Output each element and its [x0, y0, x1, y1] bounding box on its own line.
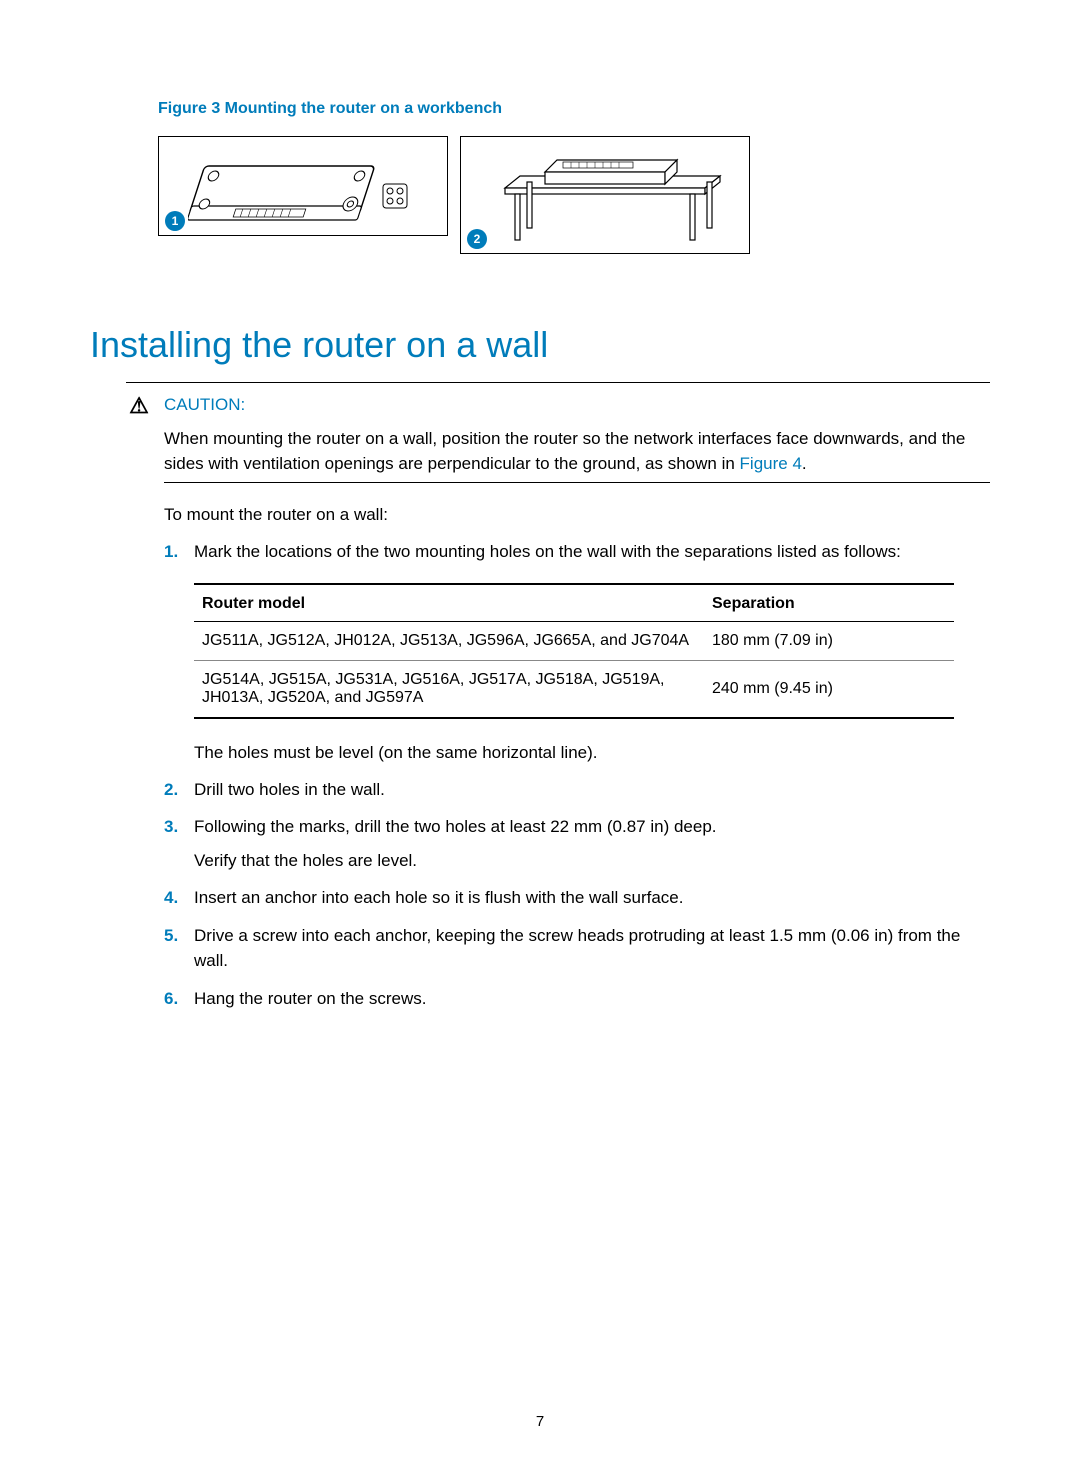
- table-header-model: Router model: [194, 584, 704, 622]
- list-item: 3. Following the marks, drill the two ho…: [164, 814, 990, 873]
- table-header-separation: Separation: [704, 584, 954, 622]
- figure-4-link[interactable]: Figure 4: [740, 454, 802, 473]
- list-item: 1. Mark the locations of the two mountin…: [164, 539, 990, 565]
- step3-line1: Following the marks, drill the two holes…: [194, 814, 990, 840]
- list-number: 2.: [164, 777, 194, 803]
- instruction-list-cont: 2. Drill two holes in the wall. 3. Follo…: [164, 777, 990, 1012]
- step6-text: Hang the router on the screws.: [194, 986, 990, 1012]
- list-number: 3.: [164, 814, 194, 873]
- list-item: 2. Drill two holes in the wall.: [164, 777, 990, 803]
- page-number: 7: [0, 1413, 1080, 1430]
- intro-text: To mount the router on a wall:: [164, 505, 990, 525]
- table-cell-separation: 240 mm (9.45 in): [704, 660, 954, 718]
- caution-block: ⚠ CAUTION:: [126, 395, 990, 417]
- list-number: 1.: [164, 539, 194, 565]
- instruction-list: 1. Mark the locations of the two mountin…: [164, 539, 990, 565]
- note-after-table: The holes must be level (on the same hor…: [194, 743, 990, 763]
- list-number: 5.: [164, 923, 194, 974]
- diagram-panel-2: 2: [460, 136, 750, 254]
- caution-label: CAUTION:: [164, 395, 245, 415]
- list-number: 6.: [164, 986, 194, 1012]
- step4-text: Insert an anchor into each hole so it is…: [194, 885, 990, 911]
- step1-text: Mark the locations of the two mounting h…: [194, 539, 990, 565]
- caution-body: When mounting the router on a wall, posi…: [164, 427, 990, 483]
- figure-diagrams: 1: [158, 136, 990, 254]
- step5-text: Drive a screw into each anchor, keeping …: [194, 923, 990, 974]
- table-cell-separation: 180 mm (7.09 in): [704, 621, 954, 660]
- router-bottom-view-icon: [188, 146, 418, 226]
- page: Figure 3 Mounting the router on a workbe…: [0, 0, 1080, 1011]
- list-item: 4. Insert an anchor into each hole so it…: [164, 885, 990, 911]
- section-heading: Installing the router on a wall: [90, 324, 990, 366]
- caution-triangle-icon: ⚠: [126, 395, 152, 417]
- figure-badge-2: 2: [467, 229, 487, 249]
- separation-table: Router model Separation JG511A, JG512A, …: [194, 583, 990, 719]
- step3-line2: Verify that the holes are level.: [194, 848, 990, 874]
- table-row: JG511A, JG512A, JH012A, JG513A, JG596A, …: [194, 621, 954, 660]
- step3-text: Following the marks, drill the two holes…: [194, 814, 990, 873]
- list-number: 4.: [164, 885, 194, 911]
- step2-text: Drill two holes in the wall.: [194, 777, 990, 803]
- table-cell-model: JG511A, JG512A, JH012A, JG513A, JG596A, …: [194, 621, 704, 660]
- figure-badge-1: 1: [165, 211, 185, 231]
- caution-text-before: When mounting the router on a wall, posi…: [164, 429, 965, 473]
- table-row: JG514A, JG515A, JG531A, JG516A, JG517A, …: [194, 660, 954, 718]
- caution-text-after: .: [802, 454, 807, 473]
- diagram-panel-1: 1: [158, 136, 448, 236]
- figure-caption: Figure 3 Mounting the router on a workbe…: [158, 100, 990, 118]
- divider: [126, 382, 990, 383]
- router-on-workbench-icon: [475, 140, 735, 250]
- table-cell-model: JG514A, JG515A, JG531A, JG516A, JG517A, …: [194, 660, 704, 718]
- list-item: 6. Hang the router on the screws.: [164, 986, 990, 1012]
- list-item: 5. Drive a screw into each anchor, keepi…: [164, 923, 990, 974]
